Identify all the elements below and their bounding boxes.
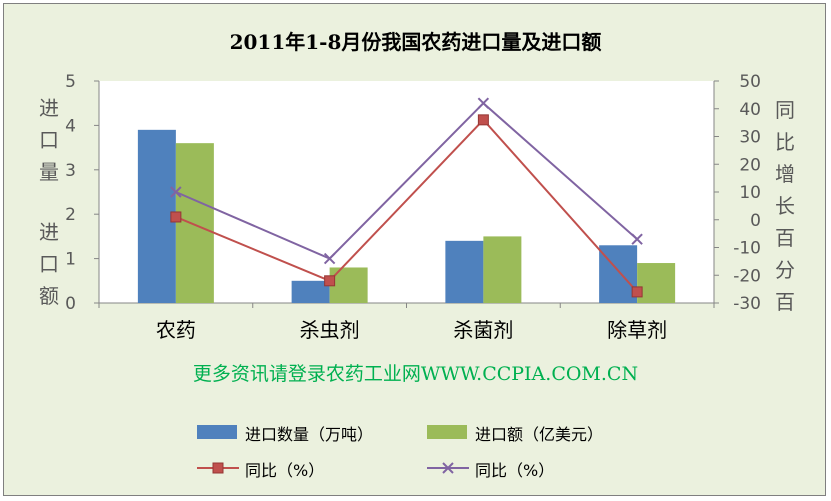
legend-swatch bbox=[427, 462, 469, 474]
right-tick-label: 30 bbox=[739, 128, 761, 148]
legend-swatch bbox=[197, 462, 239, 474]
line-yoy-purple bbox=[175, 101, 638, 260]
legend-swatch bbox=[427, 425, 467, 439]
chart-frame: 2011年1-8月份我国农药进口量及进口额 进口量 进口额 同比增长百分百 0 1… bbox=[3, 3, 826, 496]
left-tick-label: 0 bbox=[65, 294, 76, 314]
point-yoy-purple bbox=[323, 252, 336, 265]
point-yoy-red bbox=[170, 211, 182, 223]
point-yoy-purple bbox=[631, 233, 643, 245]
left-tick-label: 1 bbox=[65, 250, 76, 270]
right-tick-label: -30 bbox=[733, 294, 761, 314]
point-yoy-purple bbox=[170, 186, 182, 198]
right-tick-label: -20 bbox=[733, 266, 761, 286]
point-yoy-red bbox=[631, 286, 643, 298]
right-tick-label: 40 bbox=[739, 100, 761, 120]
legend-label: 同比（%） bbox=[245, 461, 325, 480]
legend-label: 进口数量（万吨） bbox=[245, 425, 374, 444]
bar-import-value bbox=[329, 267, 368, 303]
legend-label: 同比（%） bbox=[475, 461, 555, 480]
point-yoy-red bbox=[324, 275, 336, 287]
legend-label: 进口额（亿美元） bbox=[475, 425, 604, 444]
category-label: 杀虫剂 bbox=[300, 318, 360, 342]
left-tick-label: 3 bbox=[65, 161, 76, 181]
bar-import-quantity bbox=[445, 240, 484, 303]
legend-swatch bbox=[197, 425, 237, 439]
right-axis-label-text: 同比增长百分百 bbox=[775, 98, 795, 314]
left-axis-label-top: 进口量 bbox=[36, 92, 62, 188]
right-tick-label: -10 bbox=[733, 239, 761, 259]
watermark-annotation: 更多资讯请登录农药工业网WWW.CCPIA.COM.CN bbox=[192, 363, 639, 385]
right-tick-label: 20 bbox=[739, 155, 761, 175]
bar-import-value bbox=[483, 236, 522, 303]
chart-title: 2011年1-8月份我国农药进口量及进口额 bbox=[229, 30, 602, 54]
bar-import-value bbox=[637, 263, 676, 303]
left-axis-label-bottom-text: 进口额 bbox=[39, 220, 59, 308]
right-axis-label: 同比增长百分百 bbox=[772, 94, 798, 318]
left-tick-label: 2 bbox=[65, 205, 76, 225]
category-label: 除草剂 bbox=[607, 318, 667, 342]
bar-import-quantity bbox=[137, 129, 176, 303]
left-axis-label-top-text: 进口量 bbox=[39, 96, 59, 184]
right-tick-label: 10 bbox=[739, 183, 761, 203]
bar-import-value bbox=[175, 143, 214, 303]
point-yoy-red bbox=[477, 114, 489, 126]
right-tick-label: 0 bbox=[750, 211, 761, 231]
left-axis-label-bottom: 进口额 bbox=[36, 216, 62, 312]
left-tick-label: 4 bbox=[65, 116, 76, 136]
bar-import-quantity bbox=[291, 280, 330, 303]
right-tick-label: 50 bbox=[739, 72, 761, 92]
plot-area: 0 1 2 3 4 5 -30 -20 -10 0 10 20 30 40 50 农药 杀虫剂 杀菌剂 除草剂 bbox=[65, 72, 761, 342]
category-label: 农药 bbox=[156, 318, 196, 342]
category-label: 杀菌剂 bbox=[453, 318, 513, 342]
left-tick-label: 5 bbox=[65, 72, 76, 92]
line-yoy-red bbox=[175, 118, 638, 293]
point-yoy-purple bbox=[477, 97, 490, 109]
bar-import-quantity bbox=[599, 245, 638, 303]
